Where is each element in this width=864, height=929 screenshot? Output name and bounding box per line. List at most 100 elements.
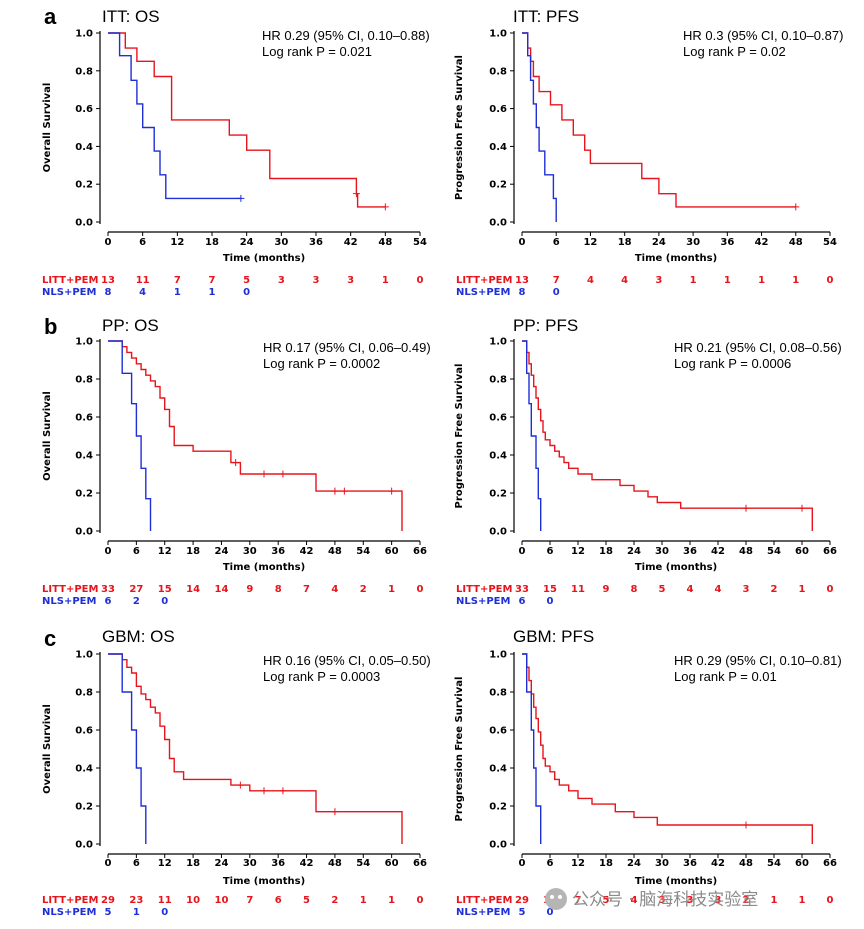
x-tick-label: 24 bbox=[214, 858, 228, 869]
km-curve-nls-pem bbox=[522, 340, 542, 531]
y-tick-label: 0.2 bbox=[489, 180, 507, 191]
y-tick-label: 1.0 bbox=[489, 650, 507, 661]
x-tick-label: 36 bbox=[271, 546, 285, 557]
x-tick-label: 48 bbox=[328, 546, 342, 557]
x-tick-label: 36 bbox=[271, 858, 285, 869]
risk-row-label: LITT+PEM bbox=[456, 584, 513, 595]
risk-value: 7 bbox=[575, 895, 582, 906]
risk-value: 27 bbox=[129, 584, 143, 595]
x-axis-label: Time (months) bbox=[223, 253, 305, 264]
x-tick-label: 18 bbox=[599, 546, 613, 557]
x-axis-label: Time (months) bbox=[635, 253, 717, 264]
x-tick-label: 36 bbox=[683, 858, 697, 869]
risk-value: 23 bbox=[129, 895, 143, 906]
risk-value: 14 bbox=[214, 584, 228, 595]
x-tick-label: 0 bbox=[519, 858, 526, 869]
x-tick-label: 66 bbox=[823, 546, 837, 557]
x-tick-label: 12 bbox=[158, 546, 172, 557]
x-tick-label: 18 bbox=[618, 237, 632, 248]
x-tick-label: 30 bbox=[655, 858, 669, 869]
risk-value: 4 bbox=[139, 287, 146, 298]
y-axis-label: Overall Survival bbox=[42, 391, 53, 481]
x-tick-label: 54 bbox=[356, 858, 370, 869]
risk-row-label: LITT+PEM bbox=[42, 895, 99, 906]
y-tick-label: 1.0 bbox=[489, 29, 507, 40]
y-tick-label: 0.0 bbox=[489, 840, 507, 851]
chart-panel-3: 0.00.20.40.60.81.00 6 12 18 24 30 36 42 48 54 60 66… bbox=[42, 316, 431, 607]
wechat-icon-eye-left bbox=[550, 895, 554, 899]
y-tick-label: 1.0 bbox=[75, 650, 93, 661]
y-axis-label: Progression Free Survival bbox=[454, 677, 465, 822]
x-tick-label: 0 bbox=[105, 546, 112, 557]
risk-value: 9 bbox=[246, 584, 253, 595]
risk-value: 1 bbox=[209, 287, 216, 298]
x-tick-label: 66 bbox=[823, 858, 837, 869]
risk-value: 1 bbox=[388, 584, 395, 595]
risk-value: 8 bbox=[105, 287, 112, 298]
risk-value: 3 bbox=[655, 275, 662, 286]
chart-panel-2: 0.00.20.40.60.81.00 6 12 18 24 30 36 42 48 54Time… bbox=[454, 7, 843, 298]
x-tick-label: 36 bbox=[720, 237, 734, 248]
x-tick-label: 12 bbox=[571, 546, 585, 557]
risk-value: 8 bbox=[519, 287, 526, 298]
hazard-ratio-text: HR 0.16 (95% CI, 0.05–0.50) bbox=[263, 653, 431, 668]
x-tick-label: 12 bbox=[571, 858, 585, 869]
x-tick-label: 60 bbox=[795, 858, 809, 869]
risk-value: 5 bbox=[243, 275, 250, 286]
y-tick-label: 1.0 bbox=[75, 337, 93, 348]
risk-value: 4 bbox=[331, 584, 338, 595]
chart-title: GBM: OS bbox=[102, 627, 175, 646]
km-curve-nls-pem bbox=[522, 32, 557, 222]
risk-value: 2 bbox=[360, 584, 367, 595]
risk-value: 3 bbox=[659, 895, 666, 906]
km-curve-litt-pem bbox=[108, 653, 403, 844]
risk-value: 29 bbox=[101, 895, 115, 906]
y-tick-label: 0.6 bbox=[489, 726, 507, 737]
risk-value: 1 bbox=[771, 895, 778, 906]
x-tick-label: 6 bbox=[553, 237, 560, 248]
risk-row-label: LITT+PEM bbox=[42, 584, 99, 595]
risk-value: 8 bbox=[631, 584, 638, 595]
y-tick-label: 0.6 bbox=[489, 413, 507, 424]
km-curve-litt-pem bbox=[522, 32, 796, 208]
chart-panels: 0.00.20.40.60.81.00 6 12 18 24 30 36 42 48 54Time… bbox=[42, 7, 843, 918]
x-tick-label: 18 bbox=[205, 237, 219, 248]
risk-value: 4 bbox=[621, 275, 628, 286]
risk-value: 13 bbox=[101, 275, 115, 286]
risk-value: 4 bbox=[715, 584, 722, 595]
risk-value: 1 bbox=[690, 275, 697, 286]
y-axis-label: Overall Survival bbox=[42, 704, 53, 794]
risk-value: 10 bbox=[214, 895, 228, 906]
risk-value: 3 bbox=[715, 895, 722, 906]
risk-value: 5 bbox=[659, 584, 666, 595]
x-tick-label: 6 bbox=[547, 546, 554, 557]
x-tick-label: 42 bbox=[300, 546, 314, 557]
y-tick-label: 0.0 bbox=[75, 218, 93, 229]
risk-value: 33 bbox=[515, 584, 529, 595]
risk-value: 2 bbox=[331, 895, 338, 906]
risk-value: 0 bbox=[417, 895, 424, 906]
risk-value: 8 bbox=[275, 584, 282, 595]
risk-value: 3 bbox=[278, 275, 285, 286]
risk-row-label: NLS+PEM bbox=[456, 907, 510, 918]
risk-row-label: LITT+PEM bbox=[456, 895, 513, 906]
x-tick-label: 0 bbox=[105, 237, 112, 248]
risk-value: 4 bbox=[687, 584, 694, 595]
x-tick-label: 18 bbox=[599, 858, 613, 869]
risk-value: 1 bbox=[133, 907, 140, 918]
risk-value: 6 bbox=[275, 895, 282, 906]
x-tick-label: 42 bbox=[300, 858, 314, 869]
x-axis-label: Time (months) bbox=[223, 562, 305, 573]
risk-value: 1 bbox=[360, 895, 367, 906]
x-tick-label: 0 bbox=[519, 546, 526, 557]
log-rank-p-text: Log rank P = 0.0002 bbox=[263, 356, 380, 371]
x-axis-label: Time (months) bbox=[635, 562, 717, 573]
x-axis-label: Time (months) bbox=[223, 876, 305, 887]
x-tick-label: 6 bbox=[133, 858, 140, 869]
y-tick-label: 0.2 bbox=[75, 802, 93, 813]
x-tick-label: 42 bbox=[755, 237, 769, 248]
x-tick-label: 24 bbox=[652, 237, 666, 248]
x-tick-label: 42 bbox=[344, 237, 358, 248]
risk-row-label: NLS+PEM bbox=[456, 287, 510, 298]
